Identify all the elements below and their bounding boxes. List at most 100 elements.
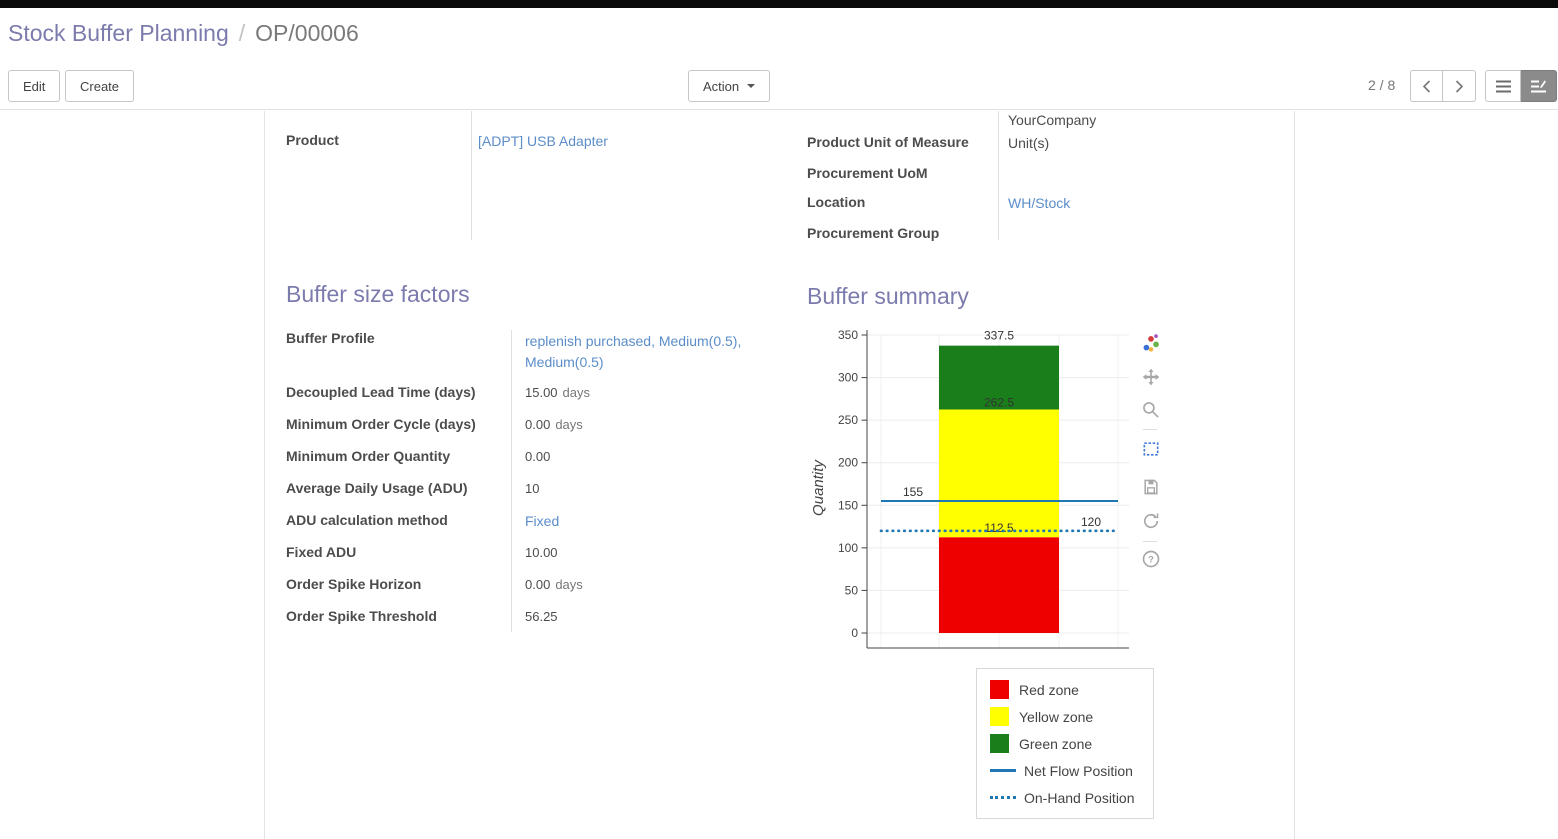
on-hand-position-label: 120 xyxy=(1081,515,1101,529)
legend-label: On-Hand Position xyxy=(1024,789,1135,806)
yellow-zone-swatch xyxy=(990,707,1009,726)
yellow-zone-bar[interactable] xyxy=(939,409,1059,538)
legend-item-yellow-zone[interactable]: Yellow zone xyxy=(977,703,1153,730)
plotly-logo[interactable] xyxy=(1139,331,1163,355)
modebar-divider xyxy=(1143,541,1157,542)
field-value-order-spike-horizon: 0.00 days xyxy=(525,577,583,592)
control-panel: Edit Create Action 2 / 8 xyxy=(0,62,1558,110)
y-tick-label: 50 xyxy=(845,583,859,597)
field-label-decoupled-lead-time-days: Decoupled Lead Time (days) xyxy=(286,384,476,400)
pager-counter: 2 / 8 xyxy=(1368,77,1396,93)
y-tick-label: 300 xyxy=(838,371,858,385)
field-value-order-spike-threshold: 56.25 xyxy=(525,609,558,624)
field-group-separator xyxy=(471,111,472,240)
field-label-order-spike-horizon: Order Spike Horizon xyxy=(286,576,422,592)
y-tick-label: 100 xyxy=(838,541,858,555)
field-value-text: 10 xyxy=(525,481,540,496)
chevron-left-icon xyxy=(1422,79,1431,93)
axis-lines xyxy=(866,330,1129,649)
field-value-product[interactable]: [ADPT] USB Adapter xyxy=(478,133,608,149)
buffer-size-factors-heading: Buffer size factors xyxy=(286,281,470,307)
chart-legend: Red zone Yellow zone Green zone Net Flow Po… xyxy=(976,668,1154,819)
buffer-chart-svg[interactable]: 112.5 262.5 337.5 155 120 0 50 100 150 200 250 300 3… xyxy=(801,325,1141,665)
form-sheet: Buffer size factors Buffer summary 112.5… xyxy=(264,111,1295,839)
green-zone-bar[interactable] xyxy=(939,345,1059,410)
create-button[interactable]: Create xyxy=(65,70,135,102)
breadcrumb-parent-link[interactable]: Stock Buffer Planning xyxy=(8,20,229,46)
pan-icon[interactable] xyxy=(1139,365,1163,389)
net-flow-position-line-sample xyxy=(990,769,1016,772)
red-zone-bar[interactable] xyxy=(939,537,1059,633)
field-label-adu-calculation-method: ADU calculation method xyxy=(286,512,448,528)
save-icon[interactable] xyxy=(1139,475,1163,499)
pager xyxy=(1410,70,1476,102)
field-value-product-unit-of-measure: Unit(s) xyxy=(1008,135,1050,151)
field-value-minimum-order-quantity: 0.00 xyxy=(525,449,550,464)
field-label-procurement-uom: Procurement UoM xyxy=(807,165,928,181)
modebar-divider xyxy=(1143,429,1157,430)
legend-item-red-zone[interactable]: Red zone xyxy=(977,676,1153,703)
field-value-text: 0.00 xyxy=(525,577,551,592)
y-tick-label: 350 xyxy=(838,328,858,342)
field-value-fixed-adu: 10.00 xyxy=(525,545,558,560)
action-dropdown-button[interactable]: Action xyxy=(688,70,771,102)
top-menu-bar xyxy=(0,0,1558,8)
red-zone-swatch xyxy=(990,680,1009,699)
zoom-icon[interactable] xyxy=(1139,398,1163,422)
autoscale-icon[interactable] xyxy=(1139,509,1163,533)
view-switcher xyxy=(1485,70,1557,102)
field-label-product-unit-of-measure: Product Unit of Measure xyxy=(807,134,969,150)
svg-text:?: ? xyxy=(1148,554,1154,564)
field-value-location[interactable]: WH/Stock xyxy=(1008,195,1071,211)
zoom-box-icon[interactable] xyxy=(1139,437,1163,461)
legend-item-on-hand-position[interactable]: On-Hand Position xyxy=(977,784,1153,811)
legend-label: Green zone xyxy=(1019,735,1093,752)
net-flow-position-label: 155 xyxy=(903,485,923,499)
field-label-product: Product xyxy=(286,132,339,148)
buffer-summary-chart[interactable]: 112.5 262.5 337.5 155 120 0 50 100 150 200 250 300 3… xyxy=(801,325,1141,665)
field-value-text: 0.00 xyxy=(525,449,551,464)
field-label-minimum-order-cycle-days: Minimum Order Cycle (days) xyxy=(286,416,476,432)
field-label-location: Location xyxy=(807,194,866,210)
unit-suffix: days xyxy=(562,385,591,400)
field-group-separator xyxy=(998,111,999,240)
breadcrumb: Stock Buffer Planning / OP/00006 xyxy=(8,20,359,47)
form-view-icon xyxy=(1531,80,1546,92)
buffer-summary-heading: Buffer summary xyxy=(807,283,969,309)
y-axis-title: Quantity xyxy=(810,459,827,516)
legend-label: Yellow zone xyxy=(1019,708,1094,725)
pager-next-button[interactable] xyxy=(1443,70,1476,102)
y-tick-label: 150 xyxy=(838,498,858,512)
field-value-adu-calculation-method[interactable]: Fixed xyxy=(525,513,559,529)
green-zone-swatch xyxy=(990,734,1009,753)
list-view-button[interactable] xyxy=(1485,70,1521,102)
legend-item-net-flow-position[interactable]: Net Flow Position xyxy=(977,757,1153,784)
unit-suffix: days xyxy=(555,417,583,432)
zone-boundary-label: 112.5 xyxy=(984,521,1013,535)
on-hand-position-line-sample xyxy=(990,796,1016,799)
help-icon[interactable]: ? xyxy=(1139,547,1163,571)
legend-item-green-zone[interactable]: Green zone xyxy=(977,730,1153,757)
unit-suffix: days xyxy=(555,577,583,592)
field-value-text: 56.25 xyxy=(525,609,558,624)
y-tick-label: 200 xyxy=(838,456,858,470)
field-value-decoupled-lead-time-days: 15.00 days xyxy=(525,385,590,400)
legend-label: Red zone xyxy=(1019,681,1079,698)
field-label-fixed-adu: Fixed ADU xyxy=(286,544,357,560)
chevron-right-icon xyxy=(1455,79,1463,93)
pager-previous-button[interactable] xyxy=(1410,70,1443,102)
legend-label: Net Flow Position xyxy=(1024,762,1133,779)
edit-button[interactable]: Edit xyxy=(8,70,61,102)
caret-down-icon xyxy=(747,84,756,88)
field-label-average-daily-usage-adu: Average Daily Usage (ADU) xyxy=(286,480,468,496)
list-view-icon xyxy=(1495,80,1511,92)
y-tick-label: 0 xyxy=(851,626,858,640)
field-value-buffer-profile[interactable]: replenish purchased, Medium(0.5), Medium… xyxy=(525,331,777,373)
field-label-procurement-group: Procurement Group xyxy=(807,225,940,241)
breadcrumb-current: OP/00006 xyxy=(255,20,359,46)
field-value-text: 15.00 xyxy=(525,385,558,400)
zone-boundary-label: 337.5 xyxy=(984,329,1014,343)
field-group-separator xyxy=(511,330,512,632)
form-view-button[interactable] xyxy=(1521,70,1557,102)
field-value-text: replenish purchased, Medium(0.5), Medium… xyxy=(525,333,742,370)
